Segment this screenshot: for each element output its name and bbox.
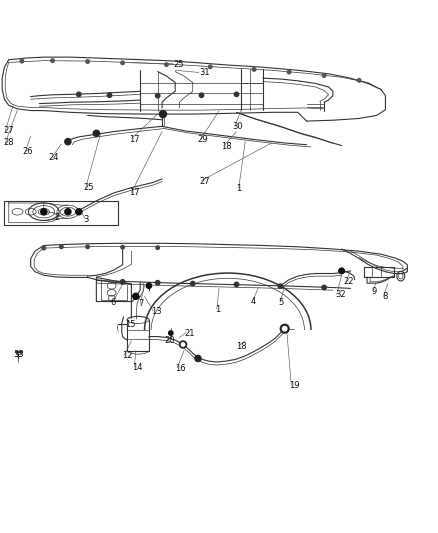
Text: 22: 22 bbox=[344, 277, 354, 286]
Text: 6: 6 bbox=[111, 298, 116, 307]
Circle shape bbox=[76, 209, 82, 215]
Text: 33: 33 bbox=[13, 350, 24, 359]
Text: 17: 17 bbox=[129, 189, 140, 197]
Text: 13: 13 bbox=[151, 307, 162, 316]
Circle shape bbox=[191, 281, 195, 286]
Text: 26: 26 bbox=[22, 147, 32, 156]
Circle shape bbox=[234, 92, 239, 96]
Circle shape bbox=[283, 327, 287, 331]
Circle shape bbox=[280, 324, 289, 333]
Circle shape bbox=[252, 68, 256, 71]
Circle shape bbox=[77, 92, 81, 96]
Circle shape bbox=[93, 130, 99, 136]
Circle shape bbox=[121, 61, 124, 64]
Text: 24: 24 bbox=[48, 154, 59, 163]
Text: 20: 20 bbox=[164, 336, 175, 345]
Circle shape bbox=[169, 331, 173, 335]
Circle shape bbox=[339, 268, 344, 273]
Circle shape bbox=[208, 65, 212, 69]
Circle shape bbox=[86, 245, 89, 248]
Circle shape bbox=[180, 341, 187, 348]
Text: 30: 30 bbox=[232, 122, 243, 131]
Circle shape bbox=[322, 74, 326, 77]
Circle shape bbox=[121, 246, 124, 249]
Circle shape bbox=[339, 268, 344, 273]
Text: 25: 25 bbox=[83, 183, 94, 192]
Text: 9: 9 bbox=[371, 287, 377, 296]
Text: 17: 17 bbox=[129, 135, 140, 144]
Circle shape bbox=[51, 59, 54, 62]
Text: 18: 18 bbox=[221, 142, 232, 151]
Text: 27: 27 bbox=[199, 176, 210, 185]
Circle shape bbox=[155, 93, 160, 98]
Text: 5: 5 bbox=[278, 298, 283, 307]
Text: 8: 8 bbox=[382, 292, 387, 301]
Circle shape bbox=[322, 285, 326, 290]
Text: 1: 1 bbox=[215, 305, 220, 314]
Text: 12: 12 bbox=[122, 351, 132, 360]
Text: 32: 32 bbox=[335, 290, 346, 300]
Circle shape bbox=[86, 60, 89, 63]
Circle shape bbox=[60, 245, 63, 248]
Circle shape bbox=[20, 59, 24, 63]
Text: 31: 31 bbox=[199, 68, 210, 77]
Text: 3: 3 bbox=[83, 215, 88, 224]
Text: 16: 16 bbox=[175, 364, 186, 373]
Circle shape bbox=[133, 293, 139, 300]
Circle shape bbox=[65, 139, 71, 145]
Circle shape bbox=[156, 246, 159, 249]
Text: 2: 2 bbox=[55, 213, 60, 222]
Circle shape bbox=[278, 284, 283, 288]
Circle shape bbox=[159, 110, 166, 118]
Circle shape bbox=[155, 280, 160, 285]
Text: 18: 18 bbox=[237, 342, 247, 351]
Text: 27: 27 bbox=[4, 126, 14, 135]
Text: 14: 14 bbox=[132, 363, 143, 372]
Text: 15: 15 bbox=[125, 320, 135, 329]
Text: 28: 28 bbox=[4, 139, 14, 148]
Circle shape bbox=[120, 280, 125, 284]
Text: 25: 25 bbox=[173, 60, 184, 69]
Text: 4: 4 bbox=[251, 297, 256, 306]
Circle shape bbox=[357, 78, 361, 82]
Text: 29: 29 bbox=[197, 135, 208, 144]
Text: 19: 19 bbox=[289, 381, 300, 390]
Circle shape bbox=[181, 343, 185, 346]
Circle shape bbox=[195, 356, 201, 361]
Circle shape bbox=[65, 209, 71, 215]
Circle shape bbox=[234, 282, 239, 287]
Circle shape bbox=[287, 70, 291, 74]
Circle shape bbox=[107, 93, 112, 98]
Text: 7: 7 bbox=[138, 299, 143, 308]
Circle shape bbox=[165, 63, 168, 66]
Text: 1: 1 bbox=[237, 184, 242, 193]
Circle shape bbox=[42, 246, 46, 250]
Circle shape bbox=[199, 93, 204, 98]
Text: 21: 21 bbox=[184, 328, 194, 337]
Circle shape bbox=[146, 283, 152, 288]
Circle shape bbox=[41, 209, 47, 215]
